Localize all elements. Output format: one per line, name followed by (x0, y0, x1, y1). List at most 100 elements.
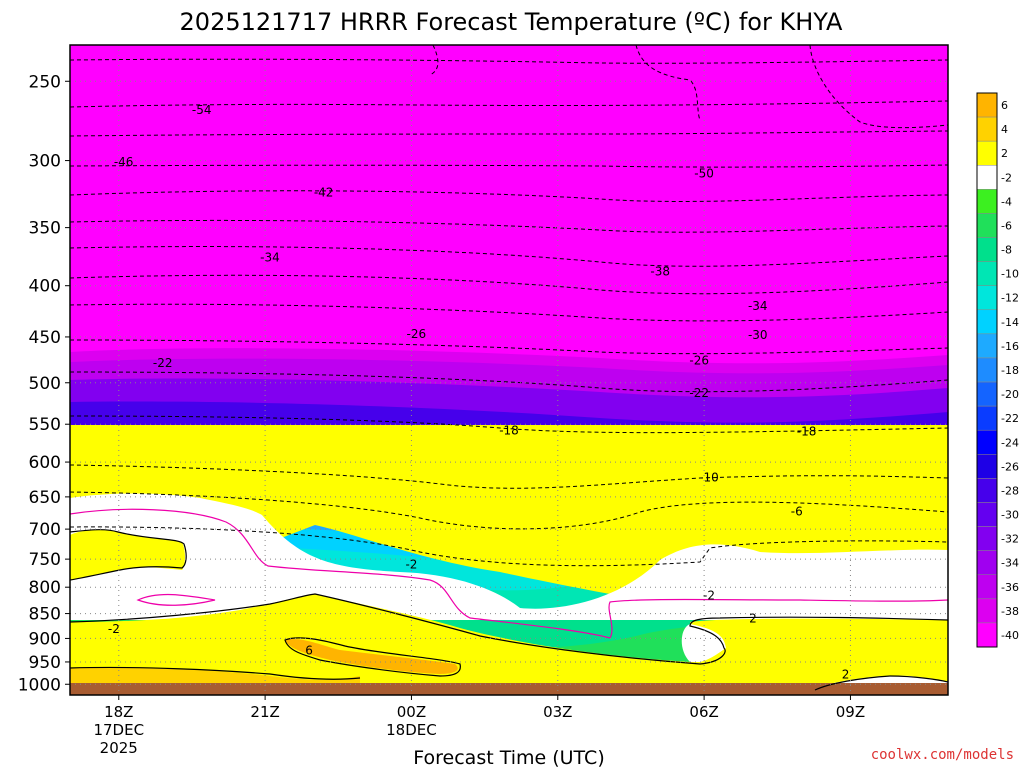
zero-isotherm (70, 508, 948, 639)
colorbar-label: -20 (1001, 388, 1019, 401)
time-tick-label: 21Z (250, 703, 279, 721)
pressure-tick-label: 400 (29, 277, 61, 297)
pressure-tick-label: 500 (29, 374, 61, 394)
isotherm-p (429, 45, 439, 76)
colorbar-label: -18 (1001, 364, 1019, 377)
isotherm-g (70, 274, 948, 295)
chart-title: 2025121717 HRRR Forecast Temperature (ºC… (180, 8, 844, 36)
colorbar-label: -32 (1001, 533, 1019, 546)
colorbar-frame (976, 92, 998, 648)
grid (70, 45, 948, 695)
pressure-tick-label: 650 (29, 488, 61, 508)
contour-label: -30 (748, 328, 768, 342)
contour-label: -6 (791, 504, 803, 518)
contour-labels: -54-46-42-34-50-38-34-30-26-26-22-22-18-… (108, 103, 849, 682)
colorbar-swatch (976, 357, 998, 383)
orange-layer (70, 667, 360, 685)
isotherm-h (70, 303, 948, 322)
colorbar-swatch (976, 140, 998, 166)
low-shading (70, 493, 948, 695)
x-axis-label: Forecast Time (UTC) (413, 747, 604, 768)
warm-contour-base (70, 666, 361, 680)
colorbar-swatch (976, 622, 998, 648)
pressure-tick-label: 700 (29, 520, 61, 540)
zero-line-main (70, 508, 948, 639)
credit-text: coolwx.com/models (871, 747, 1014, 763)
zero-line-loop (136, 593, 216, 606)
isotherm-k (70, 415, 948, 434)
isotherms (70, 45, 948, 567)
isotherm-l (70, 464, 948, 489)
pressure-tick-label: 550 (29, 415, 61, 435)
colorbar-swatch (976, 309, 998, 335)
contour-label: -2 (108, 622, 120, 636)
contour-label: -2 (405, 557, 417, 571)
colorbar-swatch (976, 116, 998, 142)
colorbar-label: -2 (1001, 171, 1012, 184)
colorbar-swatch (976, 454, 998, 479)
time-tick-year: 2025 (100, 739, 138, 757)
pressure-tick-label: 850 (29, 605, 61, 625)
time-tick-label: 09Z (836, 703, 865, 721)
colorbar-label: -16 (1001, 340, 1019, 353)
white-gap-low (681, 624, 726, 662)
colorbar-label: -34 (1001, 557, 1019, 570)
time-tick-date: 17DEC (93, 721, 144, 739)
ground-strip (70, 683, 948, 695)
colorbar-swatch (976, 165, 998, 190)
plot-frame (69, 44, 949, 696)
contour-label: -42 (314, 186, 334, 200)
colorbar-label: 6 (1001, 99, 1008, 112)
isotherm-d (70, 190, 948, 202)
isotherm-i (70, 339, 948, 355)
contour-label: -22 (153, 356, 173, 370)
isotherm-e (70, 219, 948, 233)
yellow-warm-layer (70, 594, 948, 695)
warm-contour-core (284, 637, 461, 677)
pressure-tick-label: 300 (29, 152, 61, 172)
isotherm-q (635, 45, 701, 121)
time-tick-date: 18DEC (386, 721, 437, 739)
contour-label: -26 (689, 353, 709, 367)
white-above-yellow (70, 493, 948, 620)
colorbar-swatch (976, 213, 998, 238)
colorbar-label: -30 (1001, 509, 1019, 522)
isotherm-j (70, 371, 948, 393)
colorbar-label: -10 (1001, 268, 1019, 281)
pressure-tick-label: 450 (29, 328, 61, 348)
colorbar-label: 4 (1001, 123, 1008, 136)
colorbar-swatch (976, 429, 998, 455)
colorbar-swatch (976, 333, 998, 359)
colorbar-swatch (976, 598, 998, 624)
contour-label: 2 (749, 612, 757, 626)
colorbar: 6 4 2 -2 -4 -6 -8 -10 -12 -14 -16 -18 -20 -22 -24 -26 -2… (976, 92, 1019, 648)
colorbar-swatch (976, 92, 998, 118)
colorbar-swatch (976, 478, 998, 503)
colorbar-label: -28 (1001, 484, 1019, 497)
pressure-tick-label: 1000 (18, 675, 61, 695)
contour-label: -50 (694, 166, 714, 180)
orange-core (285, 639, 458, 674)
contour-label: -2 (703, 588, 715, 602)
contour-label: -34 (260, 251, 280, 265)
colorbar-label: 2 (1001, 147, 1008, 160)
contour-label: -38 (650, 264, 670, 278)
colorbar-swatch (976, 574, 998, 600)
colorbar-label: -8 (1001, 244, 1012, 257)
warm-contour-layer (70, 593, 948, 665)
pressure-tick-label: 750 (29, 550, 61, 570)
contour-label: -46 (114, 155, 134, 169)
isotherm-b (70, 130, 948, 137)
contour-label: -10 (699, 471, 719, 485)
contour-label: -34 (748, 299, 768, 313)
colorbar-label: -6 (1001, 219, 1012, 232)
colorbar-swatch (976, 550, 998, 575)
contour-label: 2 (842, 668, 850, 682)
contour-label: 6 (305, 643, 313, 657)
colorbar-swatch (976, 261, 998, 286)
yellow-blob-upper (70, 529, 185, 580)
time-tick-label: 18Z (104, 703, 133, 721)
colorbar-label: -22 (1001, 412, 1019, 425)
